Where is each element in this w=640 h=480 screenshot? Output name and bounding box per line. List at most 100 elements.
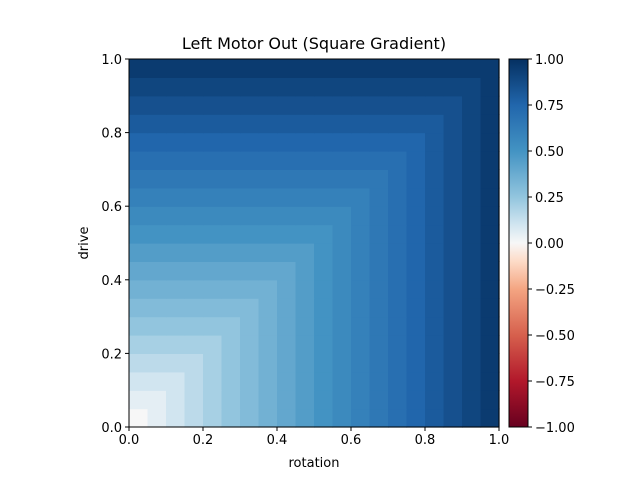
heatmap-cell: [166, 261, 186, 281]
heatmap-cell: [351, 243, 371, 262]
heatmap-cell: [221, 95, 241, 115]
heatmap-cell: [332, 132, 352, 152]
heatmap-cell: [351, 169, 371, 189]
heatmap-cell: [388, 243, 408, 262]
heatmap-cell: [462, 114, 482, 134]
heatmap-cell: [388, 59, 408, 78]
heatmap-cell: [480, 261, 500, 281]
heatmap-cell: [388, 169, 408, 189]
heatmap-cell: [147, 316, 167, 336]
heatmap-cell: [443, 77, 463, 97]
heatmap-cell: [147, 371, 167, 391]
heatmap-cell: [277, 187, 297, 207]
heatmap-cell: [129, 95, 149, 115]
heatmap-cell: [406, 390, 426, 410]
heatmap-cell: [388, 408, 408, 428]
heatmap-cell: [462, 95, 482, 115]
heatmap-cell: [166, 298, 186, 318]
heatmap-cell: [240, 169, 260, 189]
heatmap-cell: [221, 151, 241, 170]
heatmap-cell: [203, 77, 223, 97]
heatmap-cell: [203, 390, 223, 410]
heatmap-cell: [240, 132, 260, 152]
heatmap-cell: [221, 243, 241, 262]
heatmap-cell: [332, 353, 352, 373]
heatmap-cell: [147, 261, 167, 281]
heatmap-cell: [129, 335, 149, 354]
heatmap-cell: [332, 187, 352, 207]
heatmap-cell: [258, 59, 278, 78]
heatmap-cell: [166, 408, 186, 428]
heatmap-cell: [147, 169, 167, 189]
heatmap-cell: [258, 151, 278, 170]
heatmap-cell: [332, 114, 352, 134]
heatmap-cell: [351, 390, 371, 410]
heatmap-cell: [147, 59, 167, 78]
heatmap-cell: [277, 77, 297, 97]
heatmap-cell: [406, 316, 426, 336]
heatmap-cell: [295, 77, 315, 97]
colorbar-tick-label: −0.75: [535, 375, 575, 390]
colorbar-tick-label: 0.75: [535, 99, 564, 114]
heatmap-cell: [314, 206, 334, 226]
heatmap-cell: [258, 279, 278, 299]
heatmap-cell: [314, 353, 334, 373]
heatmap-cell: [443, 114, 463, 134]
heatmap-cell: [462, 408, 482, 428]
heatmap-cell: [258, 132, 278, 152]
heatmap-cell: [277, 261, 297, 281]
heatmap-cell: [388, 132, 408, 152]
heatmap-cell: [221, 371, 241, 391]
heatmap-cell: [221, 59, 241, 78]
heatmap-cell: [351, 298, 371, 318]
heatmap-cell: [295, 206, 315, 226]
heatmap-cell: [314, 95, 334, 115]
y-tick-label: 1.0: [101, 53, 122, 68]
y-axis: 0.0 0.2 0.4 0.6 0.8 1.0: [101, 53, 129, 436]
heatmap-cell: [480, 187, 500, 207]
heatmap-cell: [295, 298, 315, 318]
heatmap-cell: [425, 390, 445, 410]
heatmap-cell: [295, 243, 315, 262]
heatmap-cell: [240, 390, 260, 410]
heatmap-cell: [203, 114, 223, 134]
heatmap-cell: [166, 151, 186, 170]
heatmap-cell: [258, 353, 278, 373]
heatmap-cell: [425, 77, 445, 97]
heatmap-cell: [425, 371, 445, 391]
heatmap-cell: [147, 408, 167, 428]
heatmap-cell: [332, 279, 352, 299]
heatmap-cell: [443, 95, 463, 115]
heatmap-cell: [184, 298, 204, 318]
colorbar-tick-label: 0.00: [535, 237, 564, 252]
heatmap-cell: [406, 114, 426, 134]
heatmap-cell: [351, 151, 371, 170]
heatmap-cell: [332, 169, 352, 189]
heatmap-cell: [295, 335, 315, 354]
heatmap-cell: [147, 114, 167, 134]
heatmap-cell: [388, 371, 408, 391]
heatmap-cell: [129, 169, 149, 189]
heatmap-cell: [369, 187, 389, 207]
heatmap-cell: [295, 59, 315, 78]
heatmap-cell: [295, 169, 315, 189]
heatmap-cell: [203, 408, 223, 428]
heatmap-cell: [129, 316, 149, 336]
heatmap-cell: [277, 95, 297, 115]
heatmap-cell: [129, 243, 149, 262]
heatmap-cell: [277, 169, 297, 189]
heatmap-cell: [240, 206, 260, 226]
heatmap-cell: [314, 224, 334, 244]
heatmap-cell: [147, 224, 167, 244]
heatmap-cell: [406, 243, 426, 262]
heatmap-cell: [203, 169, 223, 189]
heatmap-cell: [221, 206, 241, 226]
heatmap-cell: [203, 279, 223, 299]
heatmap-cell: [166, 206, 186, 226]
heatmap-cell: [425, 169, 445, 189]
heatmap-cell: [166, 132, 186, 152]
heatmap-cell: [406, 261, 426, 281]
heatmap-cell: [462, 279, 482, 299]
heatmap-cell: [129, 77, 149, 97]
